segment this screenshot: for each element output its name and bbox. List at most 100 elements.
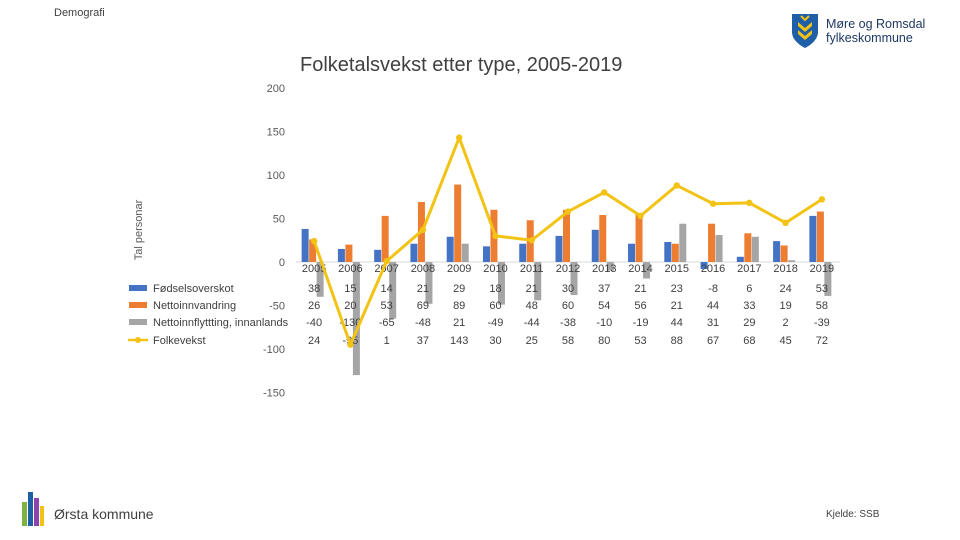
bar-2 (816, 211, 824, 262)
data-table-value: 19 (779, 300, 791, 312)
data-table-value: -49 (488, 317, 504, 329)
data-table-value: 68 (743, 335, 755, 347)
bar-1 (374, 249, 382, 262)
bar-3 (461, 243, 469, 262)
bar-2 (563, 209, 570, 262)
bar-2 (309, 239, 317, 262)
y-tick-label: 100 (267, 170, 285, 182)
data-table-value: 26 (308, 300, 320, 312)
legend-key-bar (129, 302, 147, 308)
bar-3 (316, 262, 324, 297)
data-table-value: 23 (671, 283, 683, 295)
bar-1 (555, 235, 563, 262)
data-table-value: 54 (598, 300, 610, 312)
section-label: Demografi (54, 7, 105, 19)
legend-key-bar (129, 319, 147, 325)
y-tick-label: -150 (263, 388, 285, 400)
legend-key-bar (129, 285, 147, 291)
data-table-value: 69 (417, 300, 429, 312)
bar-3 (534, 262, 542, 301)
municipality-name: Ørsta kommune (54, 506, 154, 522)
data-table-value: 20 (344, 300, 356, 312)
line-point (746, 199, 753, 207)
data-table-value: 53 (816, 283, 828, 295)
bar-1 (628, 243, 636, 262)
data-table-value: 56 (634, 300, 646, 312)
line-point (492, 232, 499, 240)
x-tick-label: 2008 (411, 263, 435, 275)
data-table-value: -10 (596, 317, 612, 329)
line-point (383, 257, 390, 265)
data-table-value: 58 (816, 300, 828, 312)
data-table-value: 44 (671, 317, 683, 329)
data-table-value: 21 (417, 283, 429, 295)
line-point (310, 237, 318, 245)
line-point (419, 226, 427, 234)
line-point (528, 237, 535, 244)
bar-1 (410, 243, 418, 262)
line-point (601, 189, 608, 196)
data-table-value: 29 (453, 283, 465, 295)
bar-3 (751, 236, 759, 262)
data-table-value: 21 (453, 317, 465, 329)
y-tick-label: 150 (267, 127, 285, 139)
line-point (456, 134, 463, 141)
data-table-value: -39 (814, 317, 830, 329)
line-point (564, 208, 572, 215)
coat-of-arms-icon (792, 14, 818, 48)
x-tick-label: 2012 (556, 263, 580, 275)
source-label: Kjelde: SSB (826, 509, 880, 520)
line-point (347, 341, 354, 348)
data-table-value: 21 (671, 300, 683, 312)
y-tick-label: 0 (279, 257, 285, 269)
bar-2 (671, 243, 679, 262)
x-tick-label: 2017 (737, 263, 761, 275)
x-tick-label: 2019 (810, 263, 834, 275)
data-table-value: 53 (634, 335, 646, 347)
bar-2 (599, 215, 607, 262)
bar-1 (736, 256, 744, 262)
bar-3 (389, 262, 397, 319)
bar-1 (809, 215, 817, 262)
bar-2 (454, 184, 462, 262)
data-table-value: 37 (598, 283, 610, 295)
bar-2 (635, 213, 643, 262)
bar-3 (715, 235, 723, 262)
y-tick-label: 50 (273, 214, 285, 226)
bar-3 (679, 223, 687, 262)
bar-1 (664, 241, 672, 262)
bar-3 (497, 262, 505, 305)
data-table-value: 24 (308, 335, 320, 347)
bar-1 (482, 246, 490, 262)
y-tick-label: 200 (267, 83, 285, 95)
y-tick-label: -100 (263, 344, 285, 356)
line-point (782, 219, 789, 227)
data-table-value: 6 (746, 283, 752, 295)
data-table-value: -8 (708, 283, 718, 295)
data-table-value: -19 (633, 317, 649, 329)
bar-1 (446, 236, 454, 262)
data-table-value: 25 (526, 335, 538, 347)
x-tick-label: 2005 (302, 263, 326, 275)
data-table-value: -48 (415, 317, 431, 329)
y-tick-label: -50 (269, 301, 285, 313)
data-table-value: 60 (562, 300, 574, 312)
bar-1 (773, 241, 781, 262)
bar-1 (337, 248, 345, 262)
bar-2 (780, 245, 788, 262)
data-table-value: 1 (384, 335, 390, 347)
line-point (709, 200, 717, 207)
data-table-value: -40 (306, 317, 322, 329)
data-table-value: 88 (671, 335, 683, 347)
x-tick-label: 2016 (701, 263, 725, 275)
data-table-value: -38 (560, 317, 576, 329)
legend-label: Folkevekst (153, 335, 206, 347)
logo-line-1: Møre og Romsdal (826, 17, 926, 31)
data-table-value: 30 (562, 283, 574, 295)
data-table-value: 60 (489, 300, 501, 312)
data-table-value: 2 (783, 317, 789, 329)
data-table-value: 14 (381, 283, 393, 295)
data-table-value: 21 (634, 283, 646, 295)
x-tick-label: 2010 (483, 263, 507, 275)
